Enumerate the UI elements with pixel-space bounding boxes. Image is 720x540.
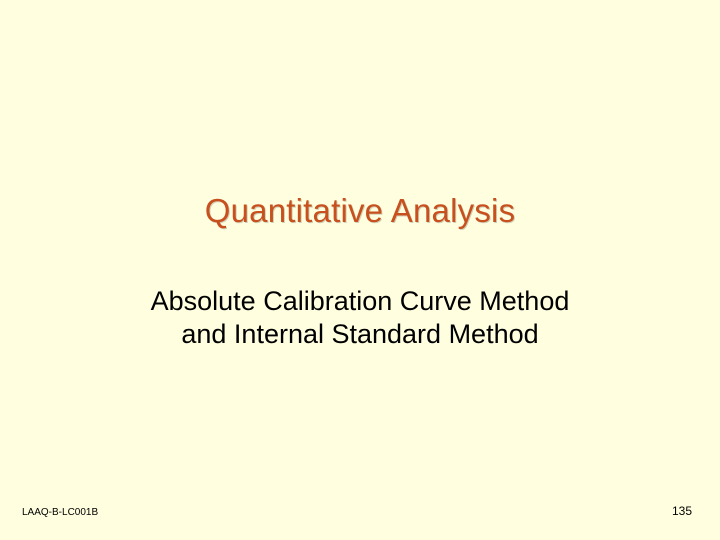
subtitle-line-2: and Internal Standard Method (181, 319, 538, 349)
slide-subtitle: Absolute Calibration Curve Method and In… (0, 285, 720, 351)
slide-title: Quantitative Analysis (0, 192, 720, 230)
footer-code: LAAQ-B-LC001B (22, 507, 98, 518)
footer-page-number: 135 (672, 504, 692, 518)
slide-container: Quantitative Analysis Absolute Calibrati… (0, 0, 720, 540)
subtitle-line-1: Absolute Calibration Curve Method (151, 286, 570, 316)
